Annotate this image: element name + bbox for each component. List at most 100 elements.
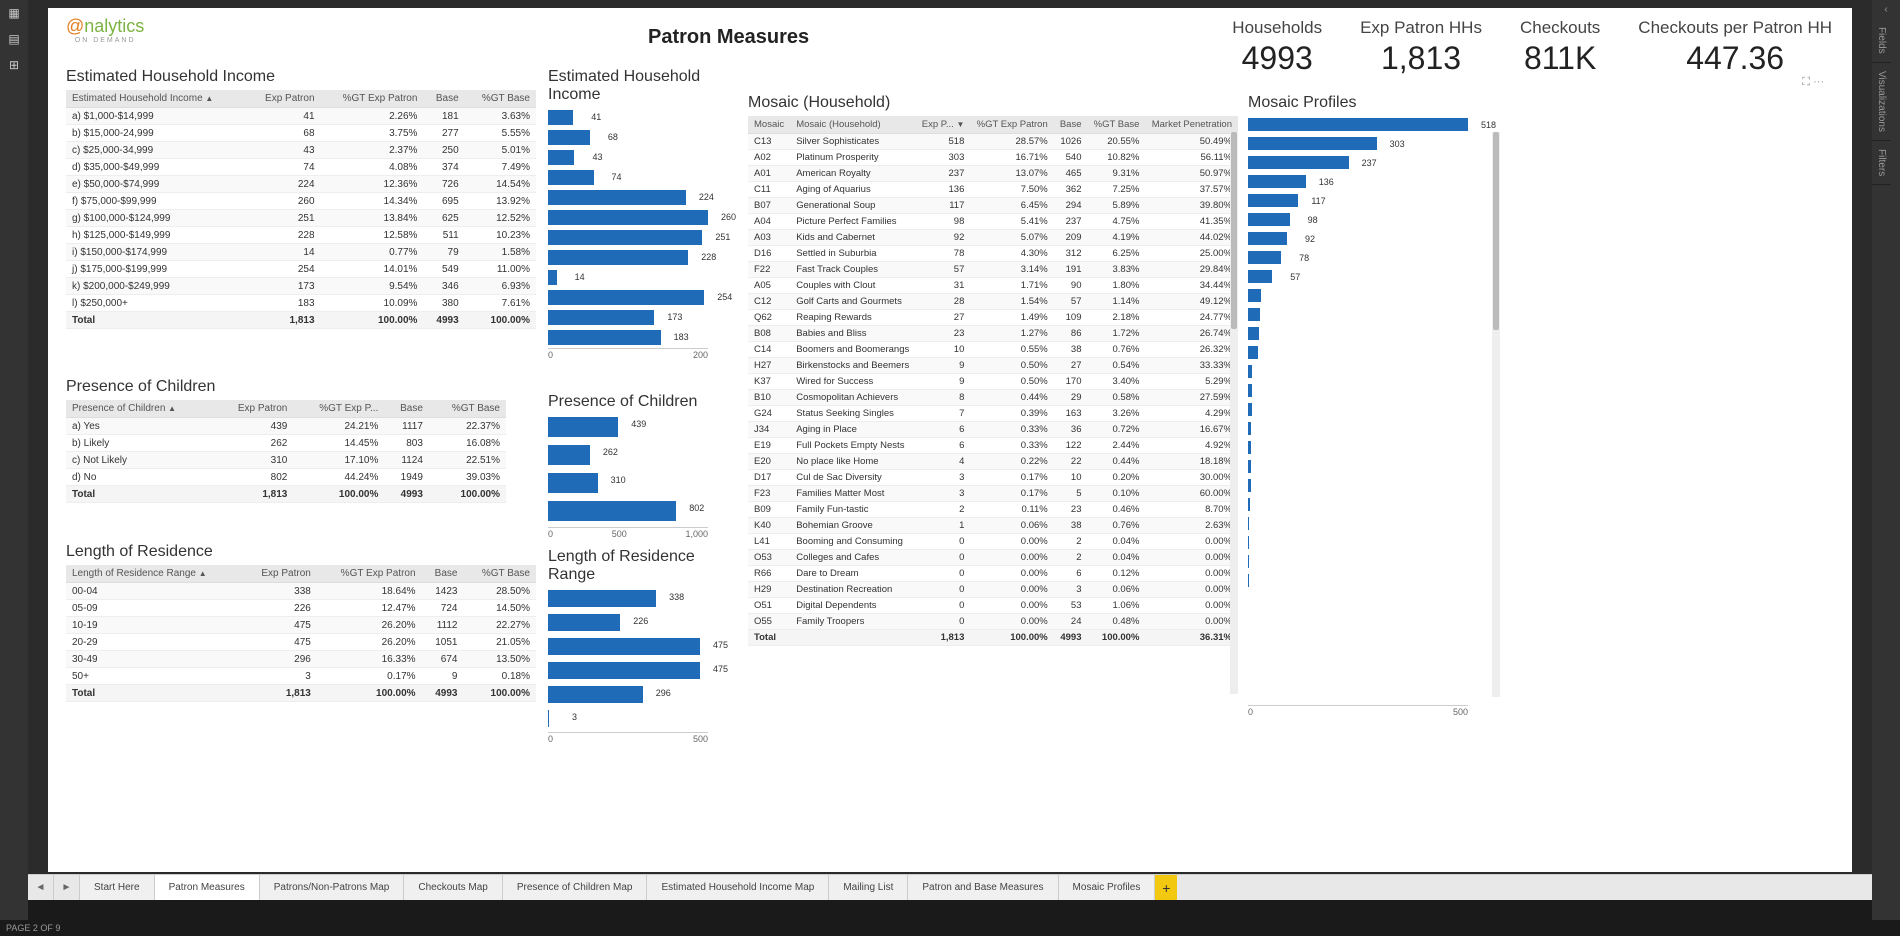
- col-header[interactable]: %GT Base: [465, 90, 536, 108]
- col-header[interactable]: Estimated Household Income ▲: [66, 90, 248, 108]
- table-row[interactable]: a) Yes43924.21%111722.37%: [66, 418, 506, 435]
- table-row[interactable]: K40Bohemian Groove10.06%380.76%2.63%: [748, 518, 1238, 534]
- bar[interactable]: [1248, 515, 1488, 534]
- bar[interactable]: 251: [548, 228, 726, 248]
- bar[interactable]: [1248, 306, 1488, 325]
- table-row[interactable]: C13Silver Sophisticates51828.57%102620.5…: [748, 134, 1238, 150]
- col-header[interactable]: Base: [423, 90, 464, 108]
- col-header[interactable]: %GT Exp P...: [293, 400, 384, 418]
- table-row[interactable]: F23Families Matter Most30.17%50.10%60.00…: [748, 486, 1238, 502]
- col-header[interactable]: Mosaic: [748, 116, 790, 134]
- table-row[interactable]: E19Full Pockets Empty Nests60.33%1222.44…: [748, 438, 1238, 454]
- page-tab[interactable]: Mosaic Profiles: [1059, 875, 1156, 900]
- tab-next[interactable]: ►: [54, 875, 80, 900]
- bar[interactable]: 183: [548, 328, 726, 348]
- kpi-card[interactable]: Households4993: [1232, 18, 1322, 77]
- bar[interactable]: [1248, 629, 1488, 648]
- bar[interactable]: 98: [1248, 211, 1488, 230]
- bar[interactable]: 254: [548, 288, 726, 308]
- kpi-card[interactable]: Checkouts811K: [1520, 18, 1600, 77]
- col-header[interactable]: Exp Patron: [243, 565, 317, 583]
- residence-table[interactable]: Length of Residence Range ▲Exp Patron %GT…: [66, 565, 536, 702]
- table-row[interactable]: A02Platinum Prosperity30316.71%54010.82%…: [748, 150, 1238, 166]
- table-row[interactable]: 10-1947526.20%111222.27%: [66, 617, 536, 634]
- bar[interactable]: [1248, 382, 1488, 401]
- table-row[interactable]: e) $50,000-$74,99922412.36%72614.54%: [66, 176, 536, 193]
- table-row[interactable]: O55Family Troopers00.00%240.48%0.00%: [748, 614, 1238, 630]
- page-tab[interactable]: Presence of Children Map: [503, 875, 648, 900]
- bar[interactable]: 296: [548, 684, 726, 708]
- bar[interactable]: [1248, 648, 1488, 667]
- table-row[interactable]: l) $250,000+18310.09%3807.61%: [66, 295, 536, 312]
- bar[interactable]: 802: [548, 499, 726, 527]
- bar[interactable]: 439: [548, 415, 726, 443]
- bar[interactable]: 78: [1248, 249, 1488, 268]
- col-header[interactable]: %GT Base: [463, 565, 536, 583]
- children-chart[interactable]: 43926231080205001,000: [548, 415, 726, 539]
- bar[interactable]: 173: [548, 308, 726, 328]
- bar[interactable]: [1248, 610, 1488, 629]
- bar[interactable]: 237: [1248, 154, 1488, 173]
- fields-tab[interactable]: Fields: [1872, 19, 1891, 63]
- bar[interactable]: 41: [548, 108, 726, 128]
- bar[interactable]: 224: [548, 188, 726, 208]
- bar[interactable]: [1248, 686, 1488, 705]
- collapse-icon[interactable]: ‹: [1872, 0, 1900, 19]
- bar[interactable]: [1248, 477, 1488, 496]
- table-row[interactable]: b) $15,000-24,999683.75%2775.55%: [66, 125, 536, 142]
- col-header[interactable]: %GT Base: [1087, 116, 1145, 134]
- bar[interactable]: [1248, 363, 1488, 382]
- table-row[interactable]: b) Likely26214.45%80316.08%: [66, 435, 506, 452]
- income-table[interactable]: Estimated Household Income ▲Exp Patron%G…: [66, 90, 536, 329]
- table-row[interactable]: F22Fast Track Couples573.14%1913.83%29.8…: [748, 262, 1238, 278]
- model-icon[interactable]: ⊞: [6, 58, 22, 74]
- bar[interactable]: [1248, 572, 1488, 591]
- visualizations-tab[interactable]: Visualizations: [1872, 63, 1891, 141]
- bar[interactable]: 475: [548, 660, 726, 684]
- col-header[interactable]: Exp P... ▼: [916, 116, 971, 134]
- table-row[interactable]: i) $150,000-$174,999140.77%791.58%: [66, 244, 536, 261]
- page-tab[interactable]: Start Here: [80, 875, 155, 900]
- table-row[interactable]: A04Picture Perfect Families985.41%2374.7…: [748, 214, 1238, 230]
- bar[interactable]: [1248, 420, 1488, 439]
- table-row[interactable]: 05-0922612.47%72414.50%: [66, 600, 536, 617]
- table-row[interactable]: O51Digital Dependents00.00%531.06%0.00%: [748, 598, 1238, 614]
- col-header[interactable]: Length of Residence Range ▲: [66, 565, 243, 583]
- page-tab[interactable]: Mailing List: [829, 875, 908, 900]
- table-row[interactable]: H27Birkenstocks and Beemers90.50%270.54%…: [748, 358, 1238, 374]
- table-row[interactable]: R66Dare to Dream00.00%60.12%0.00%: [748, 566, 1238, 582]
- bar[interactable]: 92: [1248, 230, 1488, 249]
- page-tab[interactable]: Estimated Household Income Map: [647, 875, 829, 900]
- table-row[interactable]: B09Family Fun-tastic20.11%230.46%8.70%: [748, 502, 1238, 518]
- bar[interactable]: 74: [548, 168, 726, 188]
- table-row[interactable]: 30-4929616.33%67413.50%: [66, 651, 536, 668]
- table-row[interactable]: D16Settled in Suburbia784.30%3126.25%25.…: [748, 246, 1238, 262]
- bar[interactable]: 518: [1248, 116, 1488, 135]
- table-row[interactable]: c) $25,000-34,999432.37%2505.01%: [66, 142, 536, 159]
- mosaic-profiles-chart[interactable]: 518303237136117989278570500: [1248, 116, 1488, 717]
- table-row[interactable]: C11Aging of Aquarius1367.50%3627.25%37.5…: [748, 182, 1238, 198]
- bar[interactable]: 57: [1248, 268, 1488, 287]
- table-row[interactable]: O53Colleges and Cafes00.00%20.04%0.00%: [748, 550, 1238, 566]
- bar[interactable]: 338: [548, 588, 726, 612]
- col-header[interactable]: Mosaic (Household): [790, 116, 915, 134]
- profiles-scrollbar[interactable]: [1492, 132, 1500, 697]
- table-row[interactable]: j) $175,000-$199,99925414.01%54911.00%: [66, 261, 536, 278]
- col-header[interactable]: Base: [384, 400, 429, 418]
- col-header[interactable]: Presence of Children ▲: [66, 400, 215, 418]
- kpi-card[interactable]: Exp Patron HHs1,813: [1360, 18, 1482, 77]
- bar[interactable]: [1248, 667, 1488, 686]
- bar[interactable]: 14: [548, 268, 726, 288]
- bar[interactable]: [1248, 591, 1488, 610]
- table-row[interactable]: 00-0433818.64%142328.50%: [66, 583, 536, 600]
- table-row[interactable]: D17Cul de Sac Diversity30.17%100.20%30.0…: [748, 470, 1238, 486]
- table-row[interactable]: C14Boomers and Boomerangs100.55%380.76%2…: [748, 342, 1238, 358]
- bar[interactable]: 117: [1248, 192, 1488, 211]
- residence-chart[interactable]: 33822647547529630500: [548, 588, 726, 744]
- bar[interactable]: 310: [548, 471, 726, 499]
- bar[interactable]: [1248, 553, 1488, 572]
- bar[interactable]: [1248, 287, 1488, 306]
- bar[interactable]: [1248, 401, 1488, 420]
- mosaic-table[interactable]: MosaicMosaic (Household)Exp P... ▼%GT Ex…: [748, 116, 1238, 646]
- col-header[interactable]: %GT Exp Patron: [321, 90, 424, 108]
